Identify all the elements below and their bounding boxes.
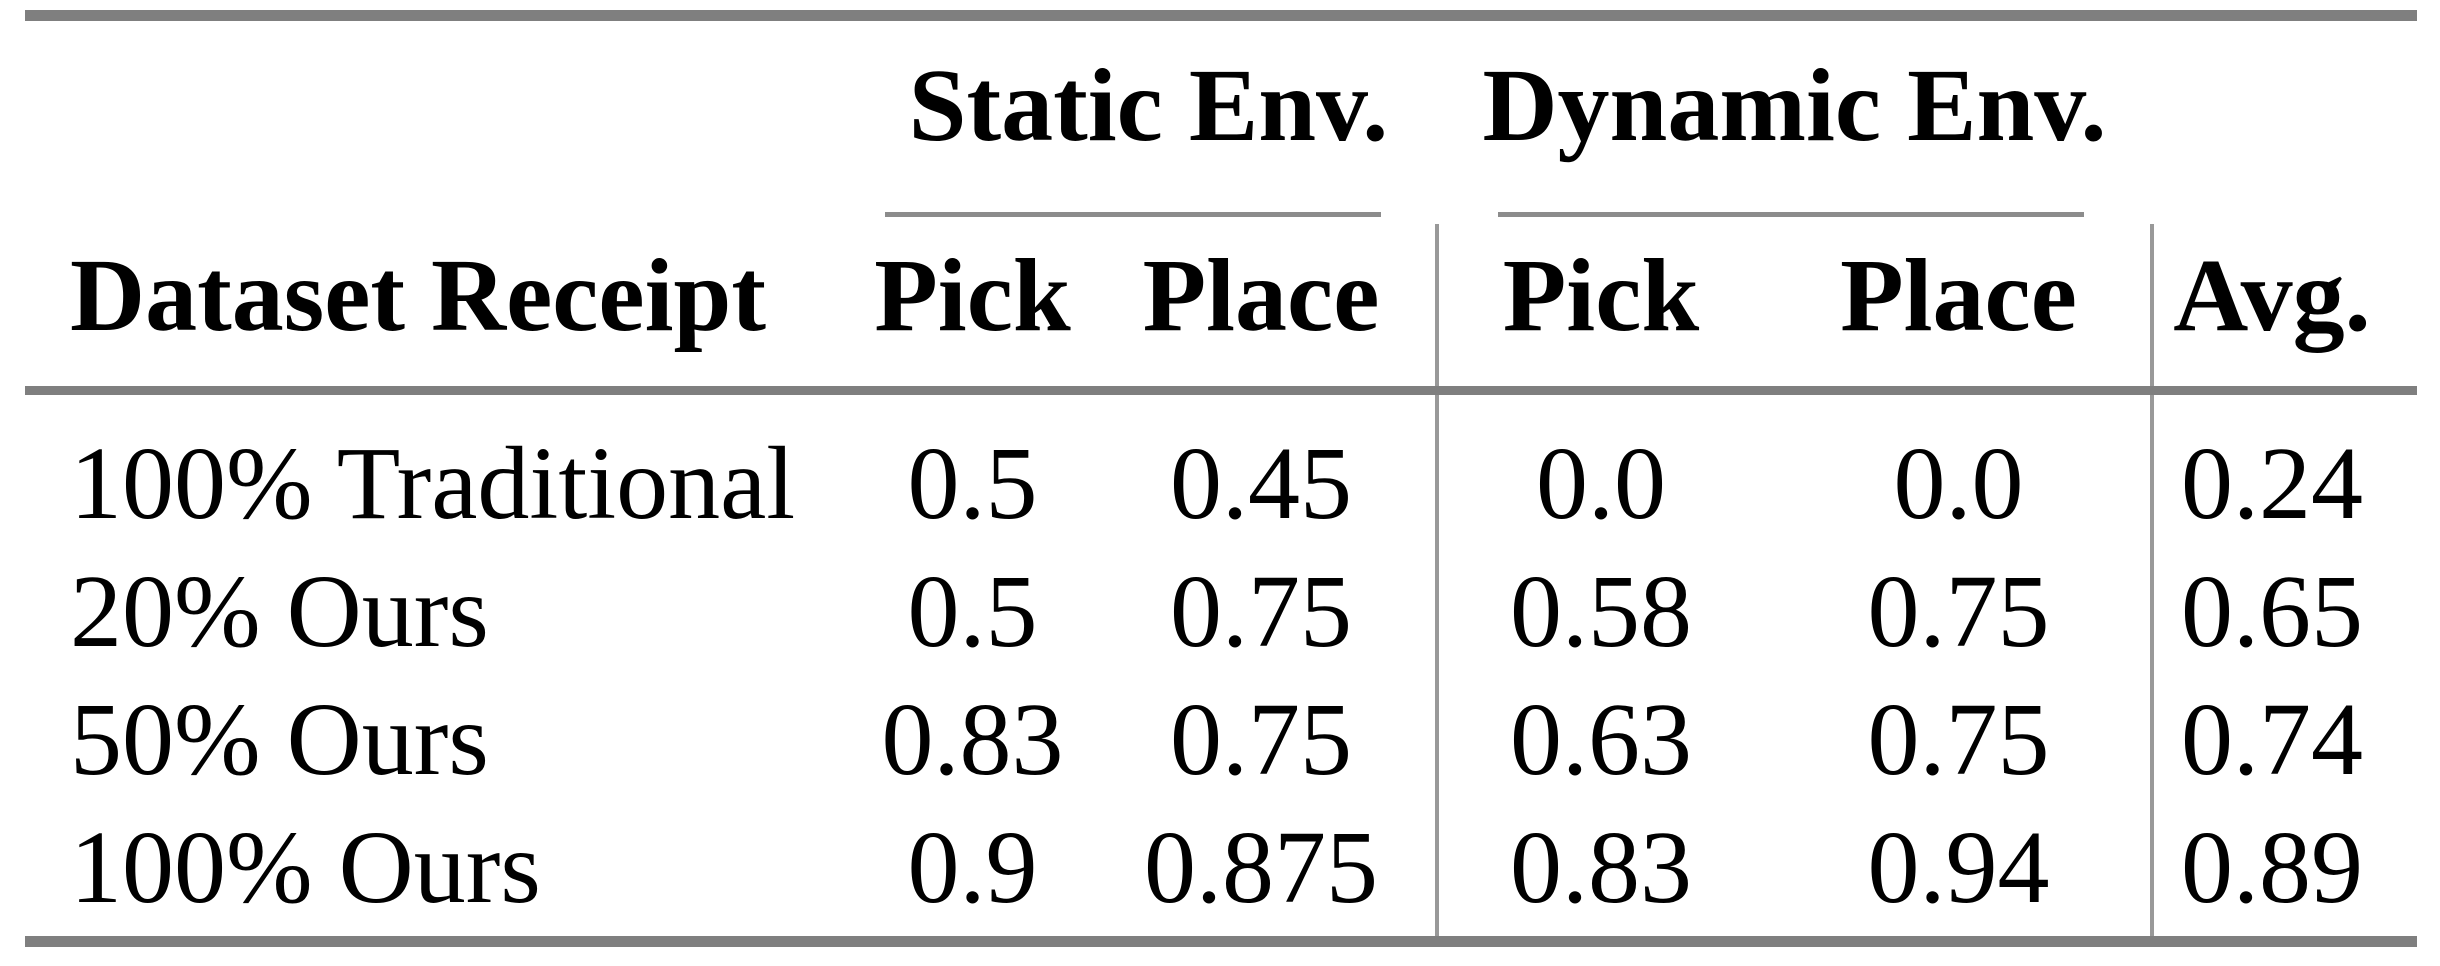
- row-label: 20% Ours: [70, 554, 489, 669]
- column-header-avg: Avg.: [2173, 238, 2371, 353]
- table-row: 100% Traditional 0.5 0.45 0.0 0.0 0.24: [0, 420, 2440, 548]
- column-header-dataset-receipt: Dataset Receipt: [70, 238, 766, 353]
- cell-static-pick: 0.5: [907, 426, 1038, 541]
- group-header-dynamic-env: Dynamic Env.: [1482, 48, 2107, 163]
- cell-avg: 0.89: [2181, 810, 2363, 925]
- cell-avg: 0.65: [2181, 554, 2363, 669]
- cell-avg: 0.74: [2181, 682, 2363, 797]
- cell-avg: 0.24: [2181, 426, 2363, 541]
- table-row: 20% Ours 0.5 0.75 0.58 0.75 0.65: [0, 548, 2440, 676]
- cell-static-pick: 0.83: [881, 682, 1064, 797]
- table-row: 50% Ours 0.83 0.75 0.63 0.75 0.74: [0, 676, 2440, 804]
- cell-static-pick: 0.5: [907, 554, 1038, 669]
- cell-static-place: 0.75: [1170, 682, 1352, 797]
- vertical-separator-avg: [2150, 224, 2154, 936]
- column-header-static-place: Place: [1142, 238, 1380, 353]
- top-rule: [25, 10, 2417, 21]
- cell-static-place: 0.75: [1170, 554, 1352, 669]
- cell-dynamic-place: 0.75: [1867, 682, 2050, 797]
- cell-dynamic-pick: 0.83: [1510, 810, 1692, 925]
- column-header-dynamic-place: Place: [1840, 238, 2077, 353]
- cell-static-place: 0.45: [1170, 426, 1352, 541]
- cell-static-pick: 0.9: [907, 810, 1038, 925]
- dynamic-env-underline: [1498, 212, 2084, 217]
- bottom-rule: [25, 936, 2417, 947]
- header-body-rule: [25, 386, 2417, 395]
- column-header-dynamic-pick: Pick: [1502, 238, 1700, 353]
- row-label: 50% Ours: [70, 682, 489, 797]
- column-header-row: Dataset Receipt Pick Place Pick Place Av…: [0, 240, 2440, 352]
- static-env-underline: [885, 212, 1381, 217]
- cell-static-place: 0.875: [1144, 810, 1378, 925]
- row-label: 100% Traditional: [70, 426, 796, 541]
- cell-dynamic-place: 0.0: [1893, 426, 2024, 541]
- cell-dynamic-pick: 0.63: [1510, 682, 1692, 797]
- row-label: 100% Ours: [70, 810, 541, 925]
- cell-dynamic-place: 0.75: [1867, 554, 2050, 669]
- vertical-separator-static-dynamic: [1435, 224, 1439, 936]
- table-row: 100% Ours 0.9 0.875 0.83 0.94 0.89: [0, 804, 2440, 932]
- column-header-static-pick: Pick: [874, 238, 1071, 353]
- cell-dynamic-pick: 0.58: [1510, 554, 1692, 669]
- group-header-static-env: Static Env.: [908, 48, 1389, 163]
- cell-dynamic-place: 0.94: [1867, 810, 2050, 925]
- cell-dynamic-pick: 0.0: [1536, 426, 1666, 541]
